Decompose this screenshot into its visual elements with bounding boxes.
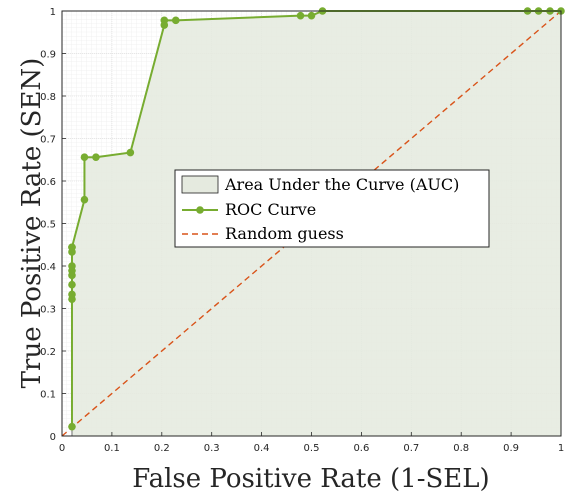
x-tick-label: 0.4 <box>254 443 270 454</box>
legend-random-label: Random guess <box>225 224 344 243</box>
x-tick-label: 1 <box>558 443 564 454</box>
roc-point <box>296 11 305 20</box>
roc-point <box>160 16 169 25</box>
y-tick-label: 0.9 <box>40 50 56 61</box>
roc-point <box>68 262 76 270</box>
y-tick-label: 0.8 <box>40 92 56 103</box>
roc-point <box>126 148 135 157</box>
legend-roc-label: ROC Curve <box>225 200 316 219</box>
roc-point <box>307 11 316 20</box>
x-tick-label: 0.1 <box>104 443 120 454</box>
y-tick-label: 0 <box>50 432 56 443</box>
x-tick-label: 0.6 <box>353 443 369 454</box>
y-tick-label: 0.5 <box>40 220 56 231</box>
x-tick-label: 0.5 <box>304 443 320 454</box>
legend: Area Under the Curve (AUC) ROC Curve Ran… <box>174 169 490 248</box>
y-tick-label: 0.6 <box>40 177 56 188</box>
x-axis-title: False Positive Rate (1-SEL) <box>132 464 489 494</box>
y-tick-label: 0.2 <box>40 347 56 358</box>
y-tick-label: 0.3 <box>40 305 56 316</box>
x-tick-labels: 0 0.1 0.2 0.3 0.4 0.5 0.6 0.7 0.8 0.9 1 <box>59 432 564 454</box>
y-tick-labels: 0 0.1 0.2 0.3 0.4 0.5 0.6 0.7 0.8 0.9 1 <box>40 7 66 443</box>
legend-auc-swatch <box>181 175 219 194</box>
y-tick-label: 0.1 <box>40 390 56 401</box>
x-tick-label: 0.3 <box>204 443 220 454</box>
x-tick-label: 0.2 <box>154 443 170 454</box>
y-tick-label: 1 <box>50 7 56 18</box>
roc-point <box>68 422 76 431</box>
x-tick-label: 0 <box>59 443 65 454</box>
legend-auc-label: Area Under the Curve (AUC) <box>224 175 459 194</box>
roc-markers <box>68 7 565 431</box>
roc-point <box>68 243 76 252</box>
roc-point <box>92 153 100 161</box>
x-tick-label: 0.8 <box>453 443 469 454</box>
y-axis-title: True Positive Rate (SEN) <box>17 58 47 389</box>
roc-point <box>68 290 76 299</box>
x-tick-label: 0.9 <box>503 443 519 454</box>
y-tick-label: 0.4 <box>40 262 56 273</box>
roc-point <box>68 280 76 289</box>
legend-roc-marker <box>196 206 204 214</box>
y-tick-label: 0.7 <box>40 135 56 146</box>
roc-point <box>80 153 89 161</box>
roc-point <box>171 16 180 25</box>
x-tick-label: 0.7 <box>403 443 419 454</box>
roc-point <box>80 195 89 204</box>
legend-box <box>174 169 490 248</box>
